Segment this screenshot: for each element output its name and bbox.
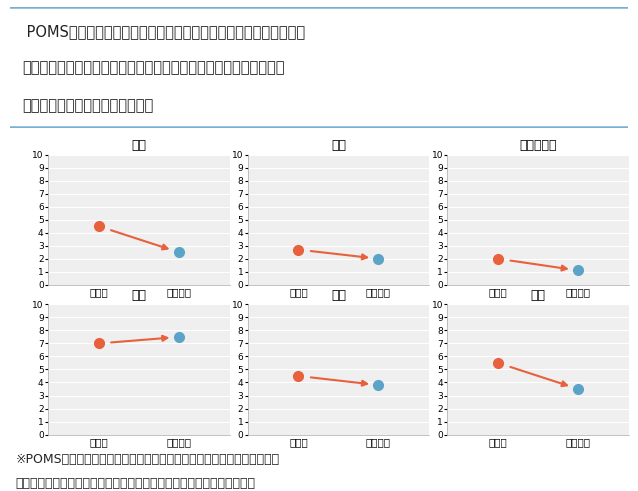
Text: 安の尺度が改善。これは自覚的には「スッキリした」という気分に: 安の尺度が改善。これは自覚的には「スッキリした」という気分に [22, 60, 285, 75]
Text: ※POMSテストとは、気分の状態を「緊張・不安」「活力」「抑圧」「疲: ※POMSテストとは、気分の状態を「緊張・不安」「活力」「抑圧」「疲 [16, 453, 280, 465]
Title: 混乱: 混乱 [531, 289, 545, 302]
Title: うつ: うつ [331, 139, 346, 152]
Title: 緊張: 緊張 [131, 139, 146, 152]
Text: よく対応するものと解釈される。: よく対応するものと解釈される。 [22, 99, 153, 113]
Text: 労」「怒り」「混乱」という六つの尺度で測る心理テストのことです。: 労」「怒り」「混乱」という六つの尺度で測る心理テストのことです。 [16, 477, 256, 490]
Text: POMS心理テストを実施すると、泣く前と後で混乱および緊張・不: POMS心理テストを実施すると、泣く前と後で混乱および緊張・不 [22, 24, 305, 39]
FancyBboxPatch shape [0, 7, 638, 128]
Title: 疲労: 疲労 [331, 289, 346, 302]
Title: 活力: 活力 [131, 289, 146, 302]
Title: 敵意・怒り: 敵意・怒り [519, 139, 557, 152]
